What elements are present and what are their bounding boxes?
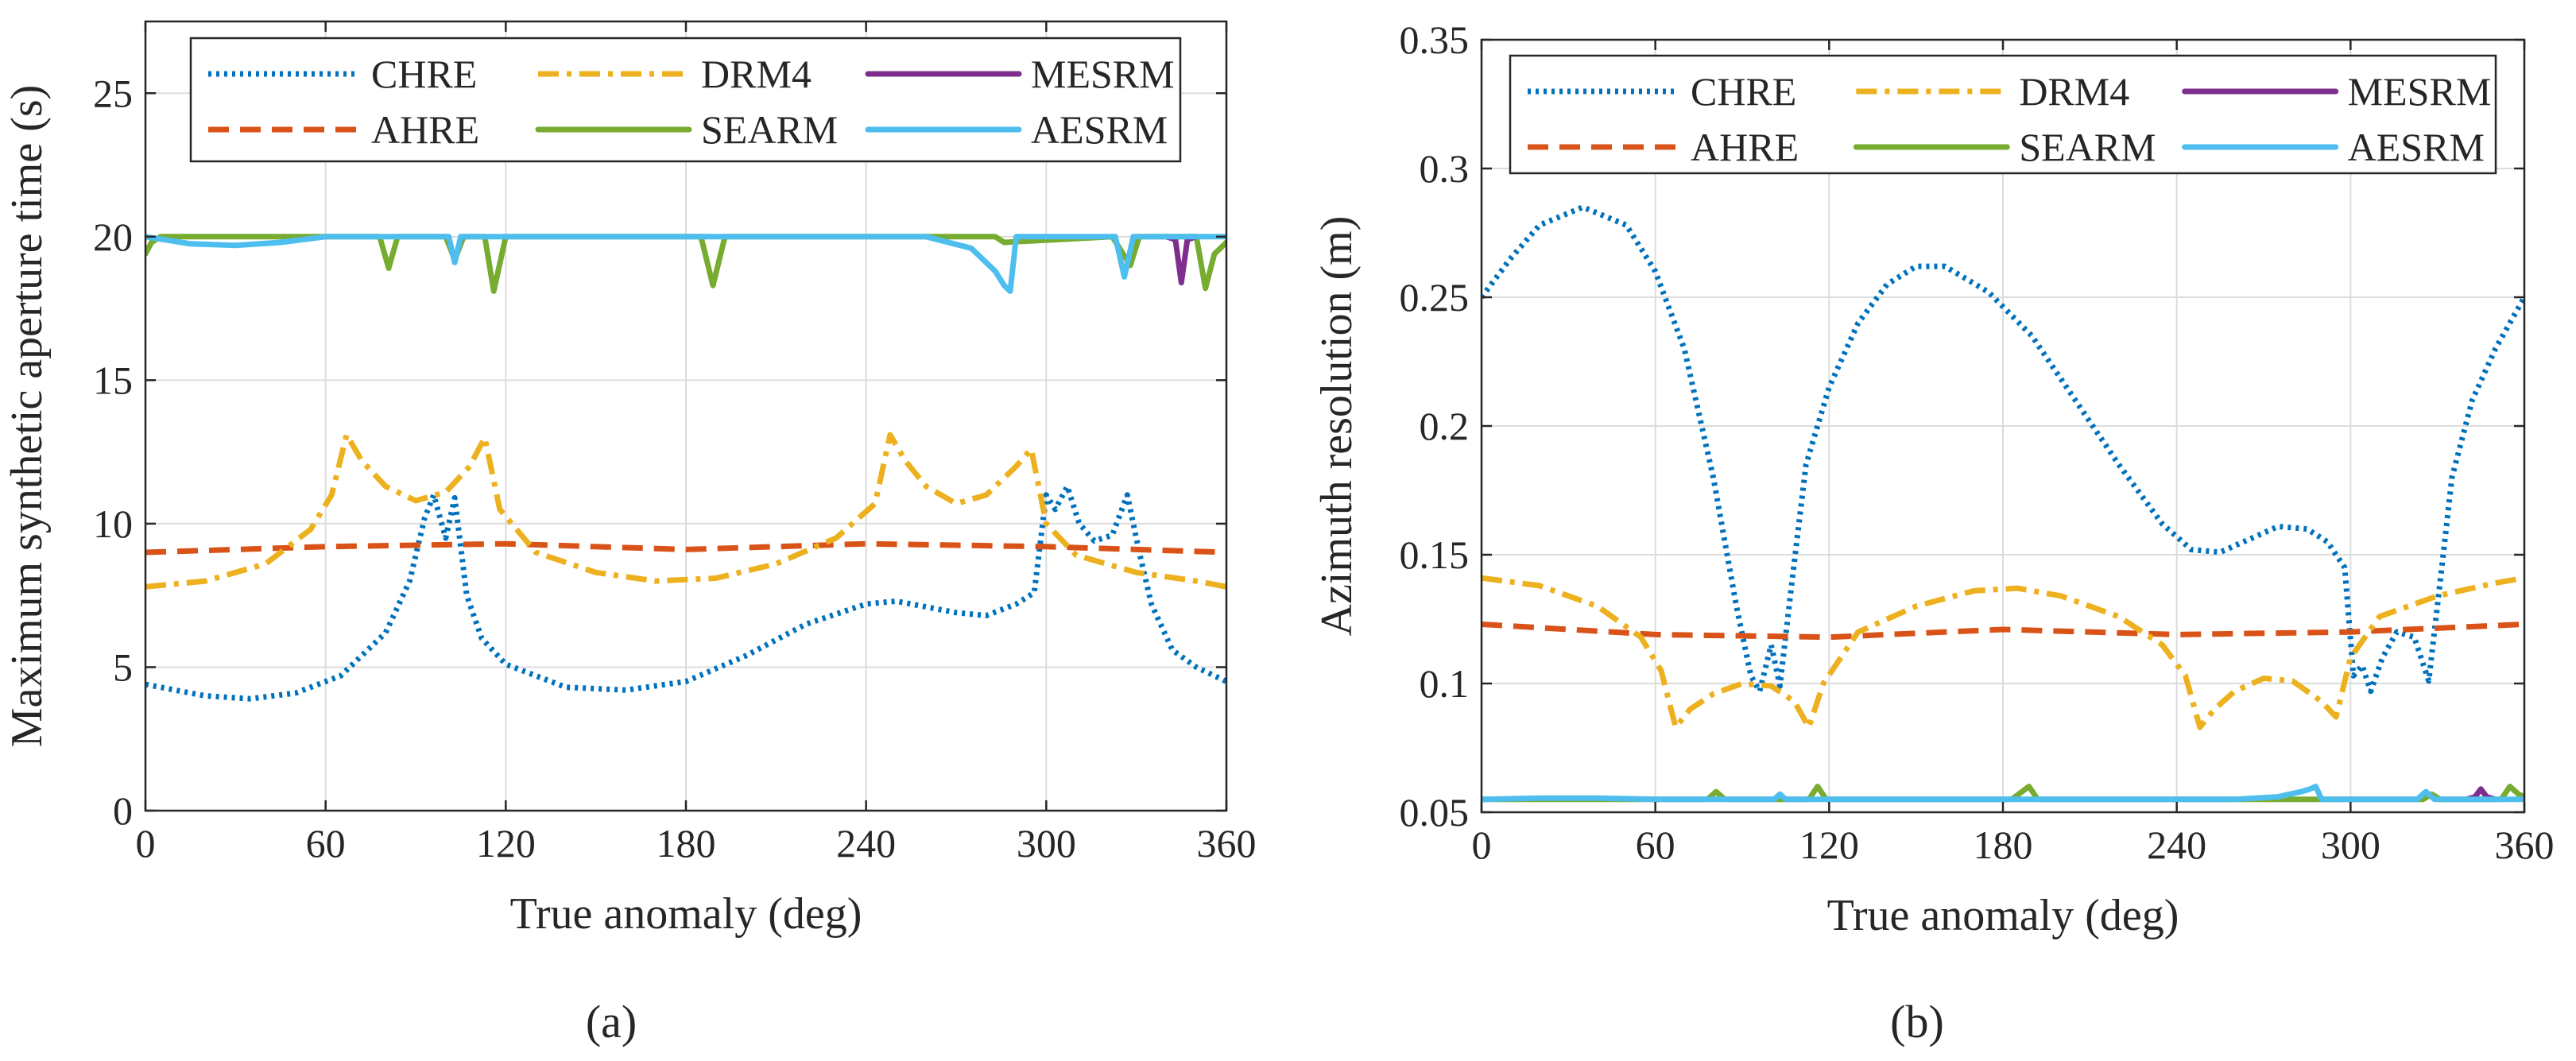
- series-group: [145, 234, 1226, 702]
- series-line-drm4: [1482, 575, 2524, 730]
- legend-label-aesrm: AESRM: [1031, 107, 1168, 152]
- x-tick-label: 360: [2495, 823, 2555, 867]
- x-tick-label: 60: [306, 821, 346, 865]
- y-tick-label: 0.25: [1400, 275, 1470, 319]
- legend-label-searm: SEARM: [2019, 125, 2156, 169]
- series-group: [1482, 204, 2524, 803]
- x-tick-label: 180: [1974, 823, 2033, 867]
- legend-label-ahre: AHRE: [1691, 125, 1799, 169]
- legend-label-searm: SEARM: [701, 107, 838, 152]
- y-tick-label: 0.2: [1420, 404, 1470, 448]
- x-axis-label: True anomaly (deg): [1827, 891, 2179, 940]
- series-line-ahre: [1482, 621, 2524, 641]
- x-tick-label: 120: [1799, 823, 1859, 867]
- legend-label-chre: CHRE: [371, 52, 477, 96]
- x-tick-label: 180: [657, 821, 716, 865]
- legend-label-drm4: DRM4: [2019, 69, 2129, 114]
- x-tick-label: 300: [1017, 821, 1076, 865]
- legend-label-drm4: DRM4: [701, 52, 812, 96]
- legend-label-chre: CHRE: [1691, 69, 1796, 114]
- series-line-drm4: [145, 432, 1226, 590]
- legend-box: [189, 37, 1182, 163]
- panel-label: (a): [586, 996, 637, 1047]
- x-tick-label: 300: [2321, 823, 2380, 867]
- legend-label-mesrm: MESRM: [2348, 69, 2492, 114]
- series-line-aesrm: [1482, 784, 2524, 803]
- series-line-aesrm: [145, 234, 1226, 294]
- x-tick-label: 60: [1636, 823, 1675, 867]
- y-axis-label: Azimuth resolution (m): [1312, 216, 1362, 637]
- x-axis-label: True anomaly (deg): [510, 889, 862, 939]
- legend-label-mesrm: MESRM: [1031, 52, 1175, 96]
- y-tick-label: 0.15: [1400, 532, 1470, 577]
- series-line-ahre: [145, 540, 1226, 556]
- legend-label-aesrm: AESRM: [2348, 125, 2485, 169]
- y-tick-label: 10: [93, 501, 133, 546]
- chart-panel-a: 0 60 120 180 240 300 360 0 5 10 15 20 25 True anomaly…: [2, 20, 1257, 1047]
- legend-label-ahre: AHRE: [371, 107, 479, 152]
- y-tick-label: 0: [113, 788, 133, 833]
- y-tick-label: 0.05: [1400, 790, 1470, 834]
- x-tick-label: 240: [2147, 823, 2206, 867]
- panel-label: (b): [1890, 996, 1944, 1047]
- series-line-chre: [1482, 204, 2524, 695]
- x-tick-label: 240: [836, 821, 896, 865]
- y-tick-label: 0.3: [1420, 146, 1470, 191]
- y-tick-label: 0.35: [1400, 17, 1470, 62]
- y-tick-label: 25: [93, 71, 133, 115]
- legend-box: [1509, 54, 2497, 175]
- series-line-chre: [145, 483, 1226, 702]
- y-tick-label: 20: [93, 215, 133, 259]
- x-tick-label: 0: [1472, 823, 1492, 867]
- y-tick-label: 5: [113, 645, 133, 689]
- chart-panel-b: 0 60 120 180 240 300 360 0.05 0.1 0.15 0.2 0.25 0.3 0…: [1312, 17, 2555, 1047]
- x-tick-label: 120: [476, 821, 536, 865]
- y-tick-label: 15: [93, 358, 133, 402]
- y-axis-label: Maximum synthetic aperture time (s): [2, 85, 52, 748]
- y-tick-label: 0.1: [1420, 661, 1470, 706]
- x-tick-label: 0: [136, 821, 156, 865]
- x-tick-label: 360: [1197, 821, 1257, 865]
